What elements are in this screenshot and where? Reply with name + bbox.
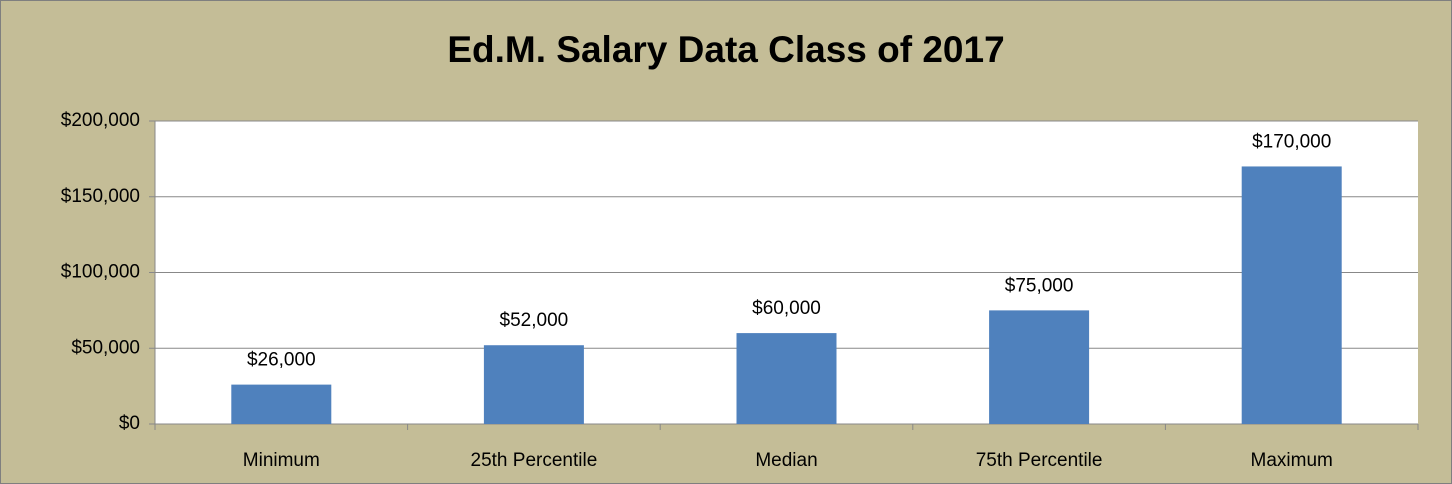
bar — [736, 333, 837, 424]
data-label: $170,000 — [1252, 131, 1331, 152]
y-tick-label: $150,000 — [61, 186, 140, 207]
x-tick-label: Median — [755, 450, 817, 471]
data-label: $52,000 — [500, 310, 569, 331]
y-tick-label: $0 — [119, 413, 140, 434]
y-tick-label: $100,000 — [61, 262, 140, 283]
data-label: $60,000 — [752, 298, 821, 319]
y-tick-label: $50,000 — [71, 337, 140, 358]
x-tick-label: 25th Percentile — [471, 450, 598, 471]
bar — [483, 345, 584, 424]
x-tick-label: Minimum — [243, 450, 320, 471]
y-tick-label: $200,000 — [61, 110, 140, 131]
bar — [231, 384, 332, 424]
data-label: $75,000 — [1005, 275, 1074, 296]
chart-title: Ed.M. Salary Data Class of 2017 — [447, 29, 1004, 70]
x-tick-label: Maximum — [1251, 450, 1333, 471]
bar — [1241, 166, 1342, 424]
x-tick-label: 75th Percentile — [976, 450, 1103, 471]
data-label: $26,000 — [247, 350, 316, 371]
bar — [989, 310, 1090, 424]
